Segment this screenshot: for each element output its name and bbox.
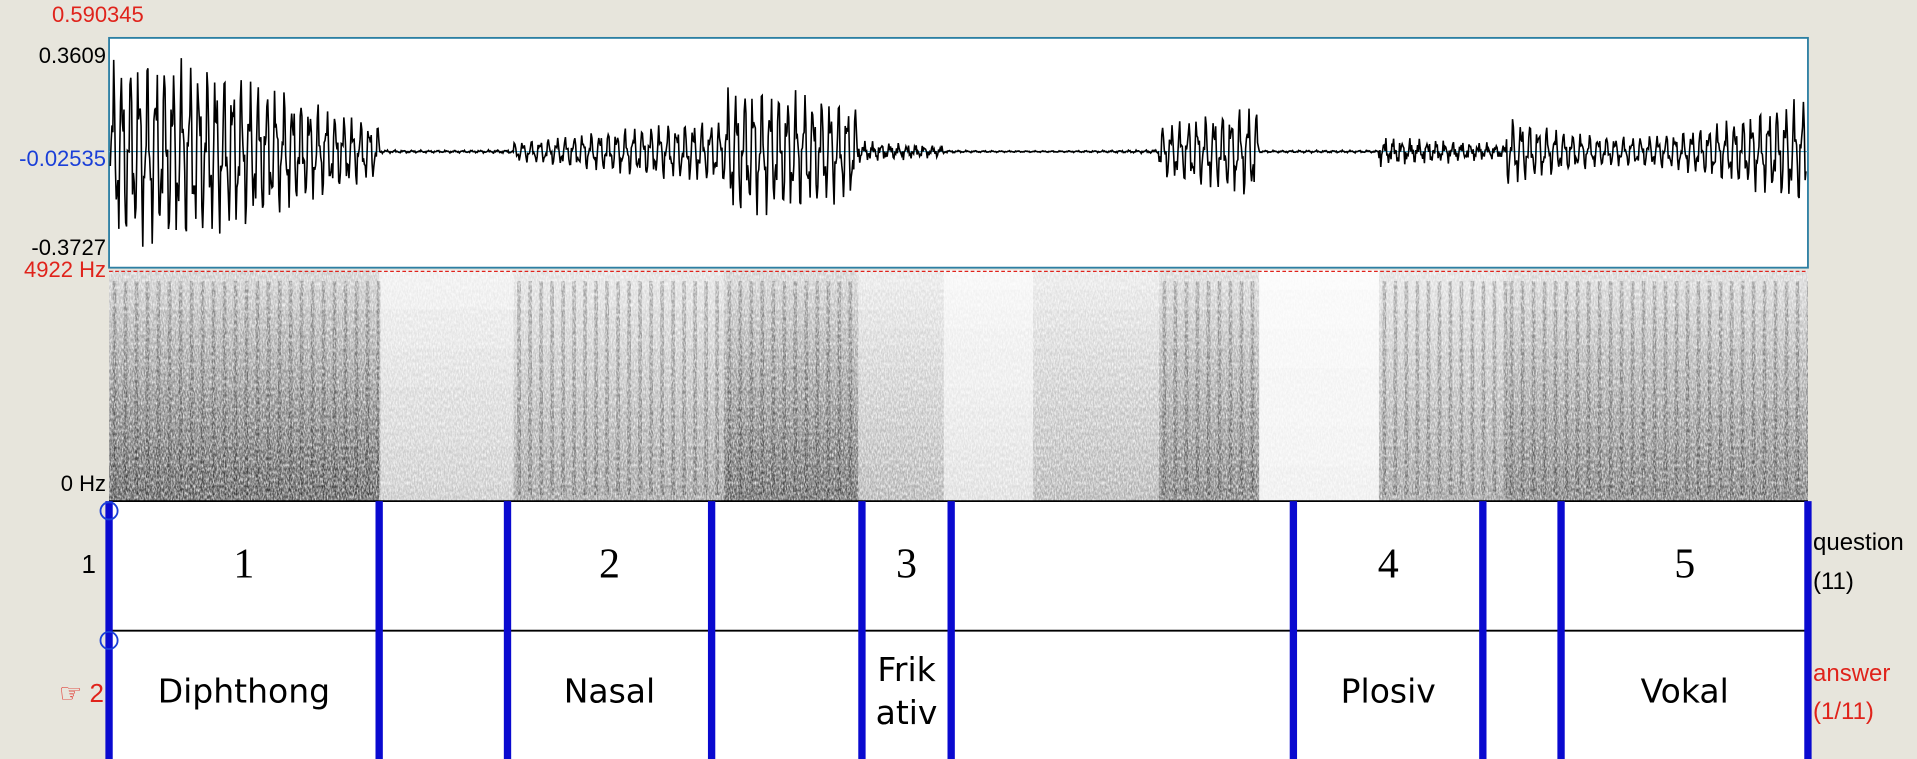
spectrogram-noise xyxy=(109,270,1808,502)
tier-name: question xyxy=(1813,529,1904,556)
tier-count: (1/11) xyxy=(1813,698,1874,725)
interval-label: Frikativ xyxy=(875,650,938,732)
interval-label: Nasal xyxy=(563,671,656,711)
interval-label: 4 xyxy=(1377,541,1399,588)
tier-number: ☞ 2 xyxy=(59,679,104,708)
tier-number-text: 2 xyxy=(89,678,104,708)
tier-count: (11) xyxy=(1813,568,1854,595)
interval-label: 2 xyxy=(598,541,620,588)
tier-number: 1 xyxy=(81,549,96,579)
interval-label: 3 xyxy=(896,541,918,588)
boundaries xyxy=(105,501,1812,759)
freq-min: 0 Hz xyxy=(60,471,106,496)
waveform xyxy=(109,58,1807,247)
cursor-value: -0.02535 xyxy=(19,146,106,171)
tier-name: answer xyxy=(1813,660,1891,687)
wave-max: 0.3609 xyxy=(38,43,106,68)
interval-label: Plosiv xyxy=(1340,671,1436,711)
tier-marker xyxy=(99,630,119,650)
tier-pointer: ☞ xyxy=(58,678,83,708)
interval-label: 5 xyxy=(1674,541,1696,588)
wave-min: -0.3727 xyxy=(31,235,106,260)
interval-label: Diphthong xyxy=(157,671,331,711)
freq-max: 4922 Hz xyxy=(24,257,106,282)
tier-marker xyxy=(99,501,119,521)
top-value: 0.590345 xyxy=(52,2,144,27)
spectrogram xyxy=(109,270,1808,502)
interval-label: Vokal xyxy=(1640,671,1729,711)
interval-label: 1 xyxy=(233,541,255,588)
